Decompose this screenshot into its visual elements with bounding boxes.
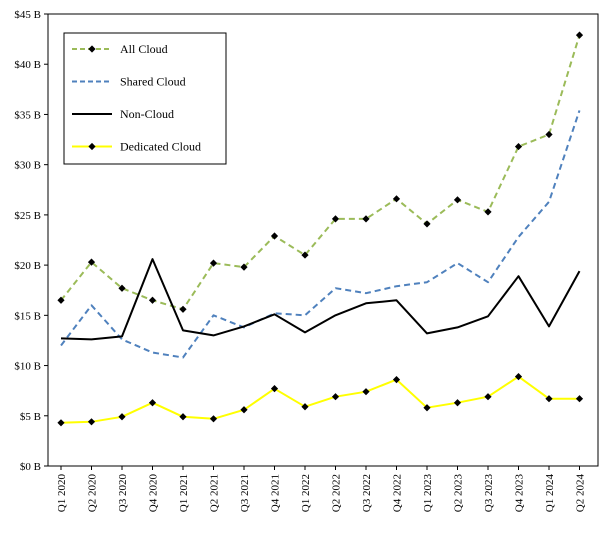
x-tick-label: Q2 2021 — [209, 474, 221, 512]
legend-marker — [88, 142, 96, 151]
legend: All Cloud Shared Cloud Non-Cloud Dedicated … — [63, 32, 227, 165]
data-point-all-cloud — [514, 142, 523, 151]
data-point-all-cloud — [545, 130, 553, 139]
x-tick-label: Q1 2022 — [300, 474, 312, 512]
x-axis-ticks: Q1 2020 Q2 2020 Q3 2020 Q4 2020 Q1 2021 Q2 20… — [56, 466, 587, 512]
y-axis-ticks: $0 B $5 B $10 B $15 B $20 B $25 B $30 B $35 B $4… — [14, 9, 48, 473]
legend-label: All Cloud — [120, 42, 168, 56]
data-point-all-cloud — [484, 208, 492, 216]
data-point-all-cloud — [392, 195, 401, 203]
data-point-dedicated-cloud — [575, 395, 584, 403]
x-tick-label: Q2 2020 — [87, 474, 99, 513]
series-dedicated-cloud — [57, 373, 584, 427]
data-point-all-cloud — [331, 215, 340, 223]
x-tick-label: Q4 2022 — [392, 474, 404, 512]
x-tick-label: Q4 2021 — [270, 474, 282, 512]
data-point-dedicated-cloud — [87, 418, 96, 426]
data-point-all-cloud — [87, 258, 96, 266]
x-tick-label: Q1 2020 — [56, 474, 68, 513]
data-point-dedicated-cloud — [118, 413, 126, 421]
data-point-dedicated-cloud — [392, 376, 401, 384]
plot-frame — [47, 13, 599, 467]
data-point-dedicated-cloud — [179, 413, 187, 421]
legend-label: Shared Cloud — [120, 75, 186, 89]
y-tick-label: $10 B — [14, 361, 41, 373]
data-point-all-cloud — [148, 296, 157, 304]
series-layer — [57, 31, 584, 427]
series-line-shared-cloud — [60, 110, 581, 359]
x-tick-label: Q2 2022 — [331, 474, 343, 512]
data-point-all-cloud — [179, 305, 187, 313]
data-point-all-cloud — [57, 296, 65, 304]
data-point-all-cloud — [575, 31, 584, 39]
data-point-dedicated-cloud — [270, 385, 279, 393]
legend-marker — [88, 45, 96, 53]
y-tick-label: $25 B — [14, 210, 41, 222]
x-tick-label: Q3 2020 — [117, 474, 129, 513]
data-point-dedicated-cloud — [545, 395, 553, 403]
x-tick-label: Q3 2021 — [239, 474, 251, 512]
data-point-dedicated-cloud — [148, 399, 157, 407]
y-tick-label: $20 B — [14, 260, 41, 272]
data-point-dedicated-cloud — [453, 399, 462, 407]
data-point-all-cloud — [209, 259, 218, 267]
series-all-cloud — [57, 31, 584, 313]
x-tick-label: Q2 2024 — [575, 474, 587, 513]
legend-item-shared-cloud: Shared Cloud — [72, 75, 186, 89]
y-tick-label: $5 B — [20, 411, 41, 423]
data-point-all-cloud — [270, 232, 279, 240]
series-shared-cloud — [60, 110, 581, 359]
plot-area-border — [47, 13, 599, 467]
data-point-dedicated-cloud — [362, 388, 370, 396]
y-tick-label: $45 B — [14, 9, 41, 21]
data-point-all-cloud — [301, 251, 309, 259]
series-non-cloud — [60, 258, 581, 341]
legend-item-dedicated-cloud: Dedicated Cloud — [72, 140, 201, 154]
legend-item-all-cloud: All Cloud — [72, 42, 168, 56]
x-tick-label: Q1 2021 — [178, 474, 190, 512]
data-point-dedicated-cloud — [209, 415, 218, 423]
x-tick-label: Q1 2023 — [422, 474, 434, 513]
legend-item-non-cloud: Non-Cloud — [72, 107, 174, 121]
y-tick-label: $0 B — [20, 461, 41, 473]
legend-box — [63, 32, 227, 165]
y-tick-label: $40 B — [14, 59, 41, 71]
x-tick-label: Q2 2023 — [453, 474, 465, 513]
data-point-dedicated-cloud — [240, 406, 248, 414]
data-point-dedicated-cloud — [301, 403, 309, 411]
x-tick-label: Q4 2023 — [514, 474, 526, 513]
series-line-non-cloud — [60, 258, 581, 341]
data-point-all-cloud — [240, 263, 248, 271]
y-tick-label: $15 B — [14, 310, 41, 322]
data-point-all-cloud — [423, 220, 431, 228]
data-point-dedicated-cloud — [514, 373, 523, 381]
y-tick-label: $35 B — [14, 109, 41, 121]
data-point-dedicated-cloud — [57, 419, 65, 427]
data-point-all-cloud — [453, 196, 462, 204]
x-tick-label: Q1 2024 — [544, 474, 556, 513]
series-line-dedicated-cloud — [60, 375, 580, 424]
data-point-dedicated-cloud — [423, 404, 431, 412]
y-tick-label: $30 B — [14, 160, 41, 172]
x-tick-label: Q3 2023 — [483, 474, 495, 513]
series-line-all-cloud — [60, 34, 581, 311]
x-tick-label: Q4 2020 — [148, 474, 160, 513]
x-tick-label: Q3 2022 — [361, 474, 373, 512]
legend-label: Non-Cloud — [120, 107, 174, 121]
legend-label: Dedicated Cloud — [120, 140, 201, 154]
data-point-all-cloud — [118, 284, 126, 292]
data-point-dedicated-cloud — [331, 393, 340, 401]
data-point-dedicated-cloud — [484, 393, 492, 401]
data-point-all-cloud — [362, 215, 370, 223]
